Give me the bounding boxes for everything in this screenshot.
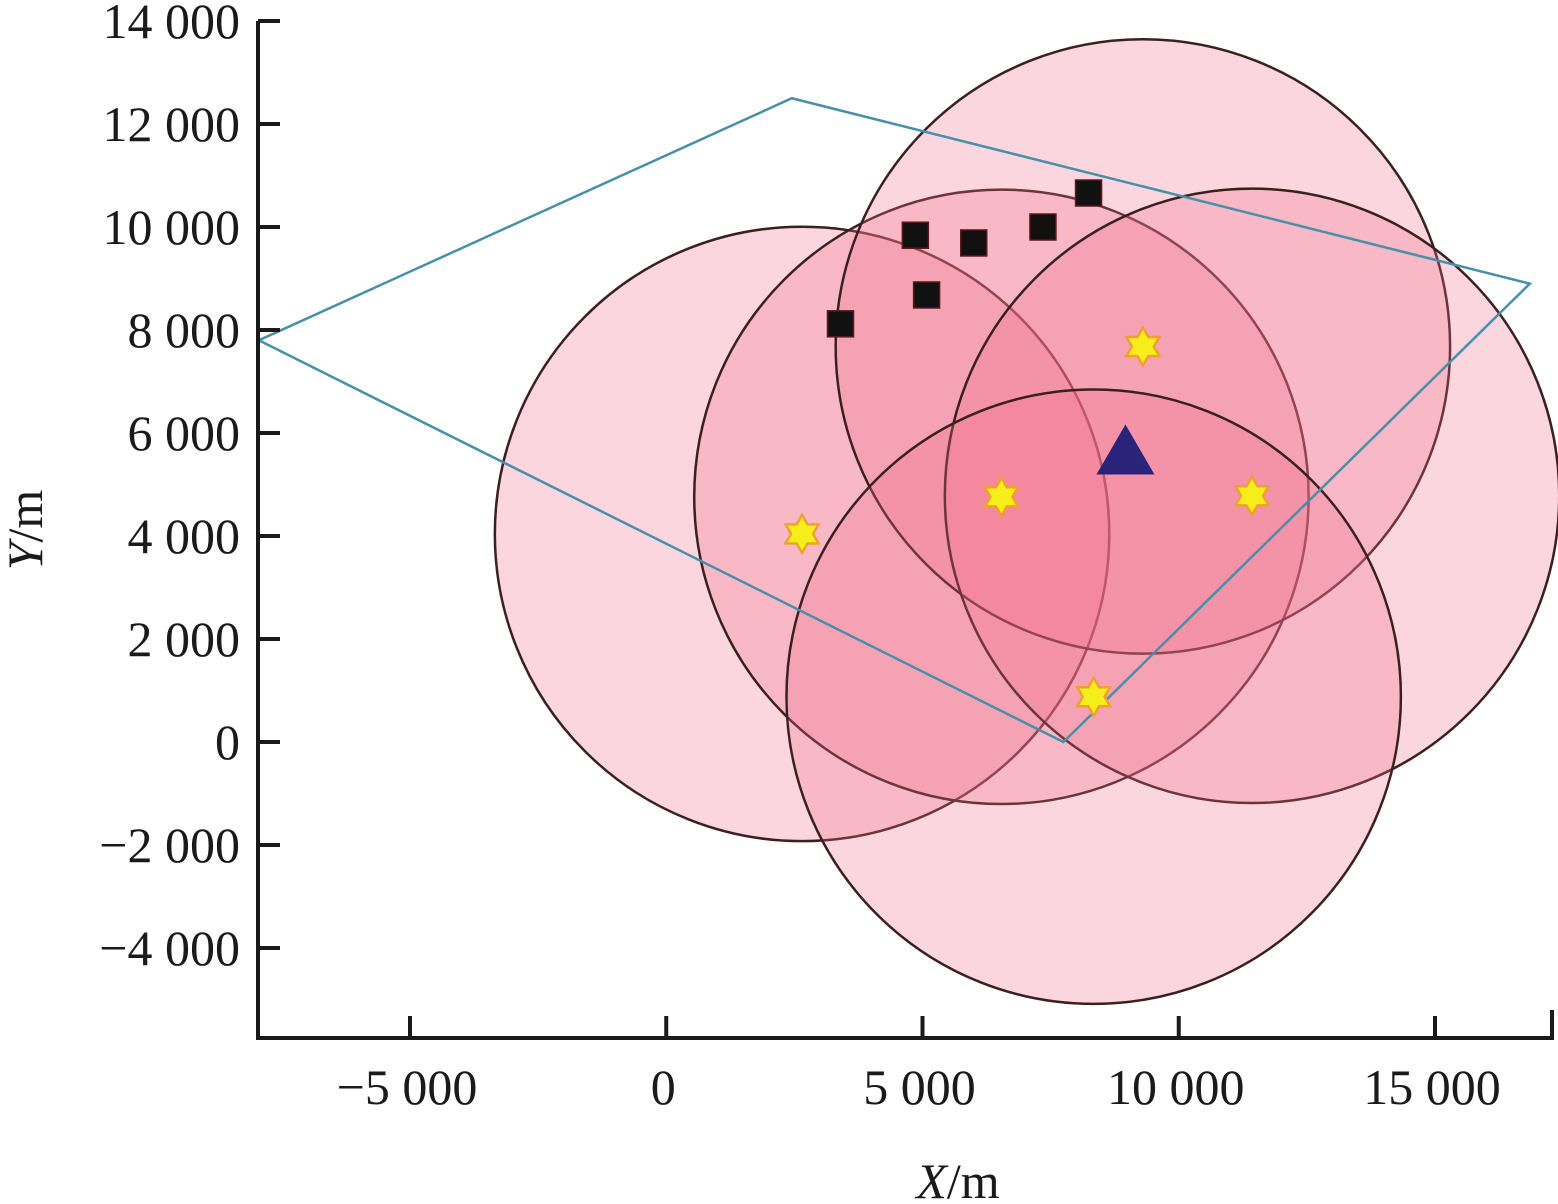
y-tick-label: 8 000 (128, 302, 241, 358)
star-marker (783, 512, 821, 556)
axis-lines (256, 21, 1554, 1040)
x-tick-label: −5 000 (337, 1059, 478, 1115)
square-marker (826, 310, 855, 338)
coverage-circles (493, 38, 1558, 1006)
axes: 14 000 12 000 10 000 8 000 6 000 4 000 2 000 0 −… (99, 0, 1554, 1115)
x-tick-label: 10 000 (1107, 1059, 1245, 1115)
x-axis-label: X/m (914, 1153, 999, 1204)
x-tick-label: 0 (651, 1059, 676, 1115)
x-tick-label: 5 000 (863, 1059, 976, 1115)
triangle-marker (1096, 424, 1155, 475)
square-marker (901, 221, 930, 249)
y-tick-label: 14 000 (103, 0, 241, 49)
square-marker (912, 281, 941, 309)
y-tick-label: 0 (215, 714, 240, 770)
y-tick-label: 12 000 (103, 96, 241, 152)
star-marker (982, 475, 1021, 519)
y-tick-label: −2 000 (99, 817, 240, 873)
y-tick-label: 4 000 (128, 508, 241, 564)
y-tick-label: 2 000 (128, 611, 241, 667)
star-marker (1233, 474, 1271, 518)
y-tick-label: 6 000 (128, 405, 241, 461)
markers (783, 179, 1271, 719)
square-marker (960, 229, 988, 257)
boundary-polygon (258, 96, 1533, 744)
x-tick-label: 15 000 (1363, 1059, 1501, 1115)
y-tick-label: −4 000 (99, 920, 240, 976)
star-marker (1124, 325, 1162, 368)
square-marker (1074, 179, 1103, 207)
star-marker (1075, 675, 1113, 719)
y-tick-label: 10 000 (103, 199, 241, 255)
boundary-polygon-group (258, 96, 1533, 744)
square-marker (1029, 213, 1057, 241)
y-axis-label: Y/m (0, 490, 53, 571)
